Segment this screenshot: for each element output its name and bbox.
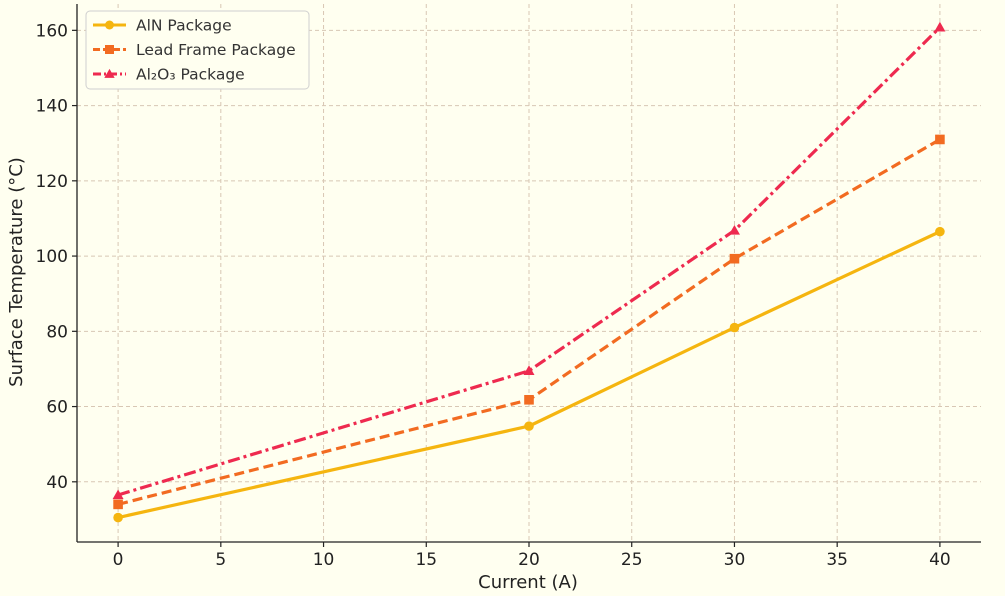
- y-tick-label-0: 40: [46, 473, 68, 493]
- data-point-1-3: [935, 134, 945, 145]
- y-tick-label-5: 140: [36, 97, 68, 117]
- y-tick-label-1: 60: [46, 398, 68, 418]
- data-point-1-1: [524, 394, 534, 405]
- y-tick-label-2: 80: [46, 322, 68, 342]
- data-point-2-0: [112, 489, 124, 500]
- x-tick-label-8: 40: [929, 550, 951, 570]
- data-point-0-3: [935, 226, 945, 237]
- x-tick-label-7: 35: [826, 550, 848, 570]
- tick-labels: 0 5 10 15 20 25 30 35 40 40 60 80 100 120 140 160: [36, 21, 951, 570]
- data-point-0-0: [113, 512, 123, 523]
- x-tick-label-0: 0: [113, 550, 124, 570]
- data-point-1-0: [113, 499, 123, 510]
- y-axis-label: Surface Temperature (°C): [6, 157, 27, 387]
- data-point-0-2: [729, 322, 740, 333]
- legend: AlN Package Lead Frame Package Al₂O₃ Packa…: [85, 10, 310, 90]
- legend-label-0: AlN Package: [136, 17, 232, 35]
- x-axis-label: Current (A): [478, 572, 578, 593]
- y-tick-label-3: 100: [36, 247, 68, 267]
- x-tick-label-2: 10: [313, 550, 335, 570]
- series-line-0: [117, 230, 941, 520]
- x-tick-label-6: 30: [724, 550, 746, 570]
- series-line-1: [117, 138, 941, 506]
- legend-frame: [85, 10, 310, 90]
- x-tick-label-4: 20: [518, 550, 540, 570]
- legend-label-2: Al₂O₃ Package: [136, 66, 245, 84]
- x-tick-label-3: 15: [415, 550, 437, 570]
- data-point-0-1: [524, 421, 534, 431]
- series-layer: [112, 21, 946, 523]
- series-line-2: [117, 26, 942, 497]
- data-point-2-2: [728, 224, 740, 235]
- y-tick-label-6: 160: [36, 21, 68, 41]
- legend-label-1: Lead Frame Package: [136, 41, 296, 59]
- y-tick-label-4: 120: [36, 172, 68, 192]
- data-point-2-1: [523, 365, 535, 375]
- data-point-2-3: [934, 21, 946, 32]
- x-tick-label-1: 5: [215, 550, 226, 570]
- legend-swatch-marker-2: [104, 68, 115, 78]
- axes: [72, 4, 981, 547]
- data-point-1-2: [729, 253, 740, 264]
- x-tick-label-5: 25: [621, 550, 643, 570]
- legend-swatch-marker-0: [105, 20, 114, 30]
- legend-swatch-marker-1: [105, 45, 114, 54]
